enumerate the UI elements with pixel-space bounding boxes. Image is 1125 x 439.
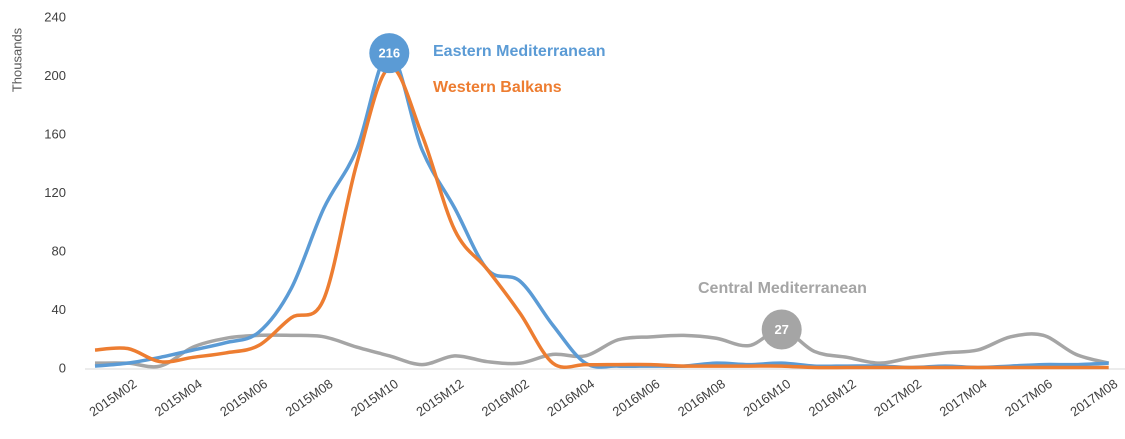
x-tick-label: 2015M08 xyxy=(283,376,336,419)
y-tick-label: 200 xyxy=(44,68,66,83)
x-tick-label: 2016M02 xyxy=(479,376,532,419)
series-label: Eastern Mediterranean xyxy=(433,43,606,60)
x-tick-label: 2016M06 xyxy=(610,376,663,419)
line xyxy=(94,65,1109,370)
x-tick-label: 2015M12 xyxy=(413,376,466,419)
series-label: Western Balkans xyxy=(433,79,562,96)
line xyxy=(94,51,1109,370)
x-tick-label: 2017M08 xyxy=(1067,376,1120,419)
line xyxy=(94,327,1110,369)
x-tick-label: 2016M04 xyxy=(544,376,597,419)
x-tick-label: 2015M10 xyxy=(348,376,401,419)
y-tick-label: 40 xyxy=(52,302,66,317)
x-tick-label: 2015M02 xyxy=(86,376,139,419)
x-tick-label: 2017M04 xyxy=(937,376,990,419)
data-label: 27 xyxy=(774,322,788,337)
data-label: 216 xyxy=(378,46,400,61)
x-tick-label: 2015M06 xyxy=(217,376,270,419)
x-tick-label: 2016M12 xyxy=(806,376,859,419)
y-tick-label: 80 xyxy=(52,243,66,258)
y-axis-label: Thousands xyxy=(9,27,24,92)
y-tick-label: 240 xyxy=(44,9,66,24)
series-label: Central Mediterranean xyxy=(698,280,867,297)
data-bubble xyxy=(761,309,802,350)
data-bubble xyxy=(369,33,410,74)
x-tick-label: 2015M04 xyxy=(152,376,205,419)
y-tick-label: 120 xyxy=(44,185,66,200)
x-tick-label: 2017M06 xyxy=(1002,376,1055,419)
x-tick-label: 2017M02 xyxy=(871,376,924,419)
y-tick-label: 0 xyxy=(59,360,66,375)
x-tick-label: 2016M10 xyxy=(740,376,793,419)
x-tick-label: 2016M08 xyxy=(675,376,728,419)
y-tick-label: 160 xyxy=(44,126,66,141)
